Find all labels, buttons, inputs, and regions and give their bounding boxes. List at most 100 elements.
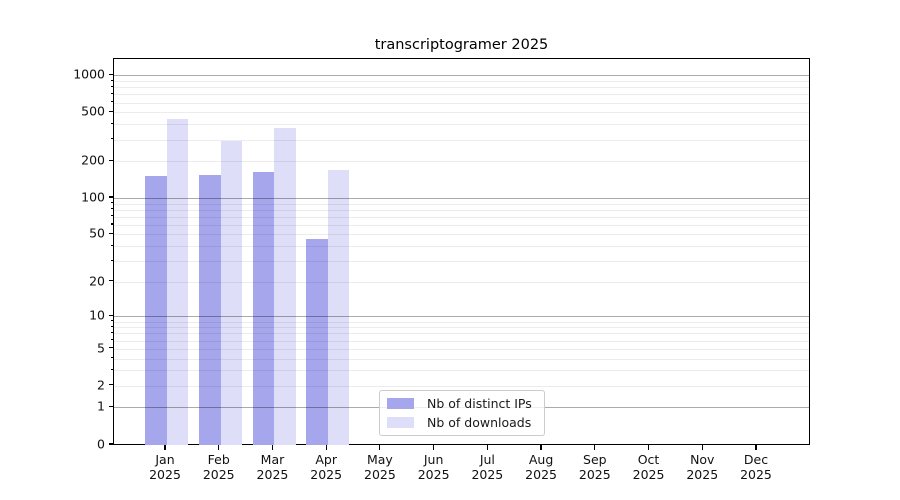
gridline-minor-4 <box>114 358 809 360</box>
x-axis-tick-label-aug: Aug 2025 <box>525 452 557 482</box>
y-axis-minor-tick-900 <box>110 79 113 81</box>
x-axis-tick-label-sep: Sep 2025 <box>578 452 611 482</box>
plot-area <box>113 58 810 445</box>
y-axis-minor-tick-60 <box>110 223 113 225</box>
x-axis-tick-label-jun: Jun 2025 <box>417 452 450 482</box>
y-axis-tick-5 <box>108 347 113 349</box>
gridline-minor-20 <box>114 281 809 283</box>
gridline-minor-8 <box>114 327 809 329</box>
chart-title: transcriptogramer 2025 <box>374 37 549 53</box>
gridline-minor-300 <box>114 139 809 141</box>
y-axis-minor-tick-300 <box>110 138 113 140</box>
legend-label-downloads: Nb of downloads <box>427 415 532 430</box>
y-axis-minor-tick-4 <box>110 357 113 359</box>
gridline-minor-90 <box>114 203 809 205</box>
x-axis-tick-label-mar: Mar 2025 <box>256 452 289 482</box>
x-axis-tick-label-nov: Nov 2025 <box>686 452 719 482</box>
y-axis-tick-50 <box>108 232 113 235</box>
y-axis-tick-500 <box>108 110 113 112</box>
bar-nb-of-downloads-feb <box>220 140 243 445</box>
gridline-minor-7 <box>114 333 809 335</box>
gridline-minor-50 <box>114 234 809 236</box>
y-axis-tick-200 <box>108 159 113 161</box>
x-axis-tick-oct <box>647 445 650 450</box>
x-axis-tick-label-dec: Dec 2025 <box>740 452 772 482</box>
y-axis-minor-tick-6 <box>110 339 113 341</box>
legend-item-downloads: Nb of downloads <box>387 415 544 430</box>
x-axis-tick-aug <box>540 445 542 450</box>
y-axis-tick-label-1000: 1000 <box>73 66 105 82</box>
y-axis-tick-label-100: 100 <box>81 189 105 205</box>
y-axis-minor-tick-400 <box>110 122 113 124</box>
gridline-minor-400 <box>114 124 809 126</box>
x-axis-tick-jul <box>486 445 488 450</box>
gridline-minor-30 <box>114 261 809 263</box>
x-axis-tick-label-jul: Jul 2025 <box>471 452 504 482</box>
y-axis-minor-tick-70 <box>110 215 113 217</box>
gridline-minor-200 <box>114 161 809 163</box>
legend-swatch-distinct-ips <box>387 398 414 409</box>
y-axis-tick-2 <box>108 384 113 386</box>
gridline-minor-9 <box>114 321 809 323</box>
y-axis-minor-tick-40 <box>110 244 113 246</box>
y-axis-minor-tick-600 <box>110 101 113 103</box>
gridline-minor-6 <box>114 340 809 342</box>
bar-nb-of-downloads-jan <box>166 119 189 445</box>
y-axis-tick-1 <box>108 405 113 408</box>
gridline-minor-60 <box>114 224 809 226</box>
x-axis-tick-label-may: May 2025 <box>364 452 396 482</box>
bar-nb-of-distinct-ips-apr <box>306 238 328 445</box>
bar-nb-of-downloads-mar <box>274 127 296 445</box>
y-axis-tick-label-200: 200 <box>81 152 105 168</box>
bar-nb-of-downloads-apr <box>327 169 350 445</box>
gridline-minor-2 <box>114 385 809 387</box>
gridline-minor-500 <box>114 112 809 114</box>
y-axis-tick-100 <box>108 196 113 198</box>
x-axis-tick-feb <box>218 445 220 450</box>
bar-nb-of-distinct-ips-mar <box>252 171 275 445</box>
gridline-minor-900 <box>114 81 809 83</box>
gridline-major-10 <box>114 316 809 318</box>
x-axis-tick-label-oct: Oct 2025 <box>632 452 665 482</box>
x-axis-tick-mar <box>271 445 274 450</box>
y-axis-minor-tick-3 <box>110 368 113 371</box>
x-axis-tick-apr <box>325 445 327 450</box>
y-axis-tick-0 <box>108 443 113 445</box>
y-axis-minor-tick-9 <box>110 320 113 322</box>
gridline-minor-800 <box>114 87 809 89</box>
gridline-minor-40 <box>114 246 809 248</box>
x-axis-tick-label-jan: Jan 2025 <box>149 452 181 482</box>
y-axis-tick-label-20: 20 <box>89 273 105 289</box>
x-axis-tick-label-feb: Feb 2025 <box>202 452 235 482</box>
y-axis-tick-label-5: 5 <box>97 340 105 356</box>
gridline-minor-70 <box>114 216 809 218</box>
gridline-major-1000 <box>114 75 809 77</box>
bar-nb-of-distinct-ips-jan <box>145 176 167 445</box>
legend-item-distinct-ips: Nb of distinct IPs <box>387 396 544 411</box>
gridline-minor-600 <box>114 102 809 104</box>
x-axis-tick-dec <box>755 445 757 450</box>
gridline-minor-5 <box>114 348 809 350</box>
y-axis-tick-label-50: 50 <box>89 225 105 241</box>
gridline-minor-3 <box>114 370 809 372</box>
y-axis-minor-tick-80 <box>110 208 113 210</box>
y-axis-minor-tick-90 <box>110 202 113 204</box>
legend-label-distinct-ips: Nb of distinct IPs <box>427 396 532 411</box>
legend: Nb of distinct IPs Nb of downloads <box>379 390 545 436</box>
gridline-minor-80 <box>114 209 809 211</box>
y-axis-tick-label-500: 500 <box>81 103 105 119</box>
y-axis-minor-tick-7 <box>110 331 113 334</box>
x-axis-tick-jan <box>164 445 166 450</box>
y-axis-minor-tick-800 <box>110 85 113 88</box>
x-axis-tick-label-apr: Apr 2025 <box>310 452 343 482</box>
y-axis-minor-tick-8 <box>110 325 113 327</box>
gridline-major-100 <box>114 197 809 199</box>
x-axis-tick-may <box>379 445 381 450</box>
y-axis-tick-label-1: 1 <box>97 398 105 414</box>
y-axis-minor-tick-700 <box>110 92 113 95</box>
y-axis-tick-label-0: 0 <box>97 436 105 452</box>
y-axis-tick-label-10: 10 <box>89 307 105 323</box>
y-axis-minor-tick-30 <box>110 259 113 261</box>
gridline-minor-700 <box>114 94 809 96</box>
